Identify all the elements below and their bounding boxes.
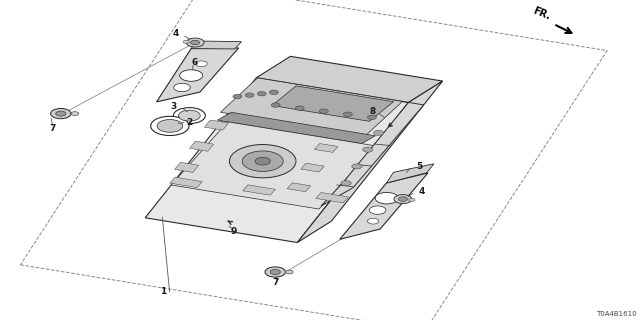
Text: 3: 3 [170, 102, 177, 111]
Circle shape [352, 164, 362, 169]
Polygon shape [272, 86, 394, 121]
Polygon shape [191, 41, 241, 49]
Polygon shape [157, 48, 239, 102]
Polygon shape [257, 56, 443, 102]
Circle shape [245, 93, 254, 97]
Polygon shape [340, 173, 428, 239]
Circle shape [375, 192, 398, 204]
Polygon shape [316, 193, 348, 203]
Polygon shape [387, 164, 434, 183]
Circle shape [319, 109, 328, 114]
Circle shape [270, 269, 280, 275]
Circle shape [186, 38, 204, 47]
Circle shape [295, 106, 304, 110]
Polygon shape [321, 102, 424, 206]
Circle shape [255, 157, 270, 165]
Circle shape [179, 110, 200, 121]
Circle shape [367, 115, 376, 120]
Circle shape [271, 103, 280, 107]
Circle shape [367, 218, 379, 224]
Circle shape [173, 83, 190, 92]
Circle shape [56, 111, 66, 116]
Circle shape [71, 112, 79, 116]
Text: 7: 7 [49, 124, 56, 133]
Circle shape [180, 70, 203, 81]
Circle shape [51, 108, 71, 119]
Polygon shape [220, 78, 403, 136]
Polygon shape [298, 81, 443, 243]
Text: T0A4B1610: T0A4B1610 [596, 311, 637, 317]
Text: 8: 8 [369, 108, 376, 116]
Polygon shape [218, 112, 376, 144]
Circle shape [183, 40, 189, 43]
Polygon shape [287, 183, 310, 192]
Circle shape [408, 198, 415, 202]
Polygon shape [314, 143, 338, 152]
Circle shape [157, 119, 182, 132]
Circle shape [369, 206, 386, 214]
Text: FR.: FR. [531, 6, 552, 22]
Text: 5: 5 [416, 162, 422, 171]
Circle shape [242, 151, 283, 172]
Text: 2: 2 [186, 117, 192, 127]
Polygon shape [301, 163, 324, 172]
Circle shape [363, 147, 373, 152]
Polygon shape [243, 185, 275, 195]
Circle shape [269, 90, 278, 95]
Circle shape [399, 197, 408, 201]
Circle shape [285, 270, 293, 274]
Polygon shape [145, 78, 408, 243]
Text: 1: 1 [160, 287, 166, 296]
Circle shape [341, 180, 351, 186]
Circle shape [344, 112, 353, 116]
Circle shape [150, 116, 189, 135]
Circle shape [394, 195, 412, 204]
Circle shape [196, 61, 207, 67]
Text: 6: 6 [191, 58, 198, 67]
Text: 9: 9 [231, 227, 237, 236]
Text: 4: 4 [419, 187, 426, 196]
Polygon shape [189, 141, 214, 151]
Circle shape [265, 267, 285, 277]
Polygon shape [171, 122, 376, 209]
Circle shape [233, 94, 242, 99]
Polygon shape [175, 162, 199, 172]
Circle shape [257, 92, 266, 96]
Circle shape [374, 130, 384, 135]
Circle shape [229, 145, 296, 178]
Text: 7: 7 [272, 278, 278, 287]
Circle shape [173, 108, 205, 124]
Text: 4: 4 [173, 29, 179, 38]
Polygon shape [170, 177, 202, 188]
Polygon shape [204, 120, 228, 130]
Circle shape [191, 40, 200, 45]
